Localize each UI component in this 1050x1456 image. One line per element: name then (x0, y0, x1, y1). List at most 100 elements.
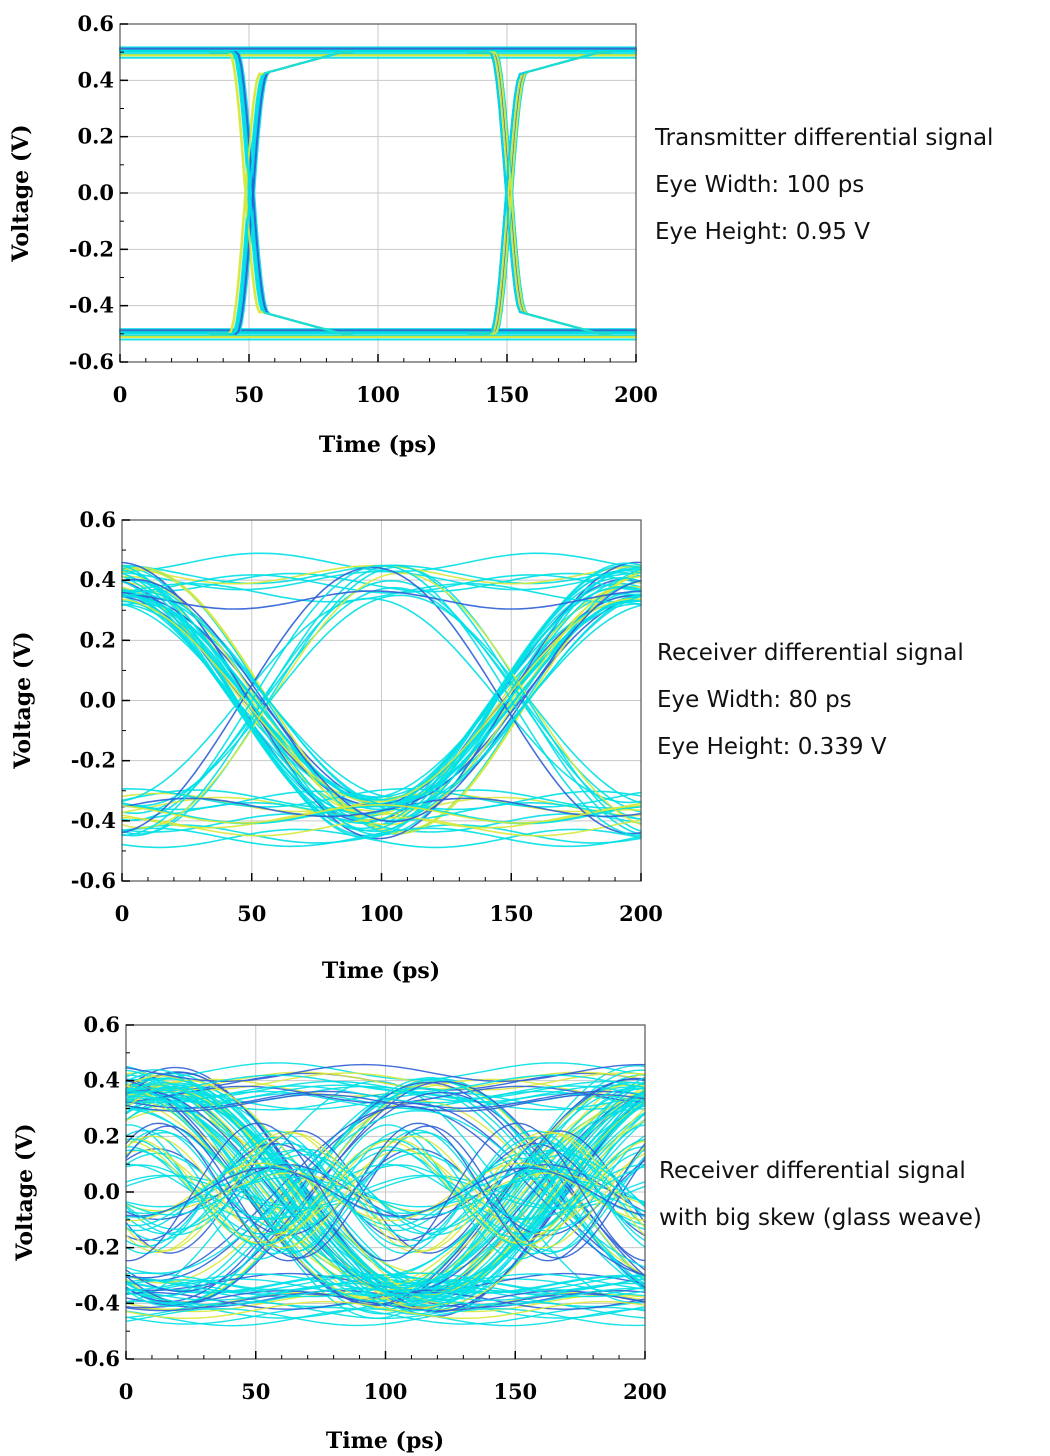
eye-diagram-transmitter: 0 50 100 150 200 0.6 0.4 0.2 0.0 -0.2 -0.4 -0.6 Time… (8, 11, 658, 458)
y-tick-label: 0.6 (83, 1012, 120, 1037)
skew-trace (125, 1167, 646, 1217)
skew-trace (125, 1129, 646, 1255)
eye-traces (121, 552, 642, 849)
chart-panel-receiver: 0 50 100 150 200 0.6 0.4 0.2 0.0 -0.2 -0.4 -0.6 Time… (0, 490, 1050, 1000)
eye-trace (121, 797, 642, 818)
y-tick-label: 0.0 (79, 688, 116, 713)
eye-trace (125, 1085, 646, 1104)
y-tick-label: -0.4 (75, 1290, 120, 1315)
annotation-skew: with big skew (glass weave) (659, 1205, 982, 1231)
eye-trace (125, 1308, 646, 1327)
y-tick-label: 0.2 (77, 124, 114, 149)
y-tick-label: -0.6 (71, 868, 116, 893)
x-tick-label: 150 (489, 901, 533, 926)
skew-trace (125, 1164, 646, 1220)
x-tick-label: 150 (485, 382, 529, 407)
grid-lines (119, 23, 637, 363)
eye-trace (121, 566, 642, 835)
x-tick-label: 0 (115, 901, 130, 926)
annotation-block-transmitter: Transmitter differential signal Eye Widt… (655, 115, 993, 256)
eye-trace (125, 1071, 646, 1090)
y-tick-label: 0.6 (77, 11, 114, 36)
axes: 0 50 100 150 200 0.6 0.4 0.2 0.0 -0.2 -0.4 -0.6 Time… (10, 507, 663, 984)
eye-trace (121, 575, 642, 826)
y-tick-label: -0.4 (71, 808, 116, 833)
eye-trace (121, 603, 642, 798)
eye-trace (121, 597, 642, 804)
y-tick-label: -0.6 (75, 1346, 120, 1371)
x-tick-label: 150 (493, 1379, 537, 1404)
eye-trace (125, 1308, 646, 1327)
annotation-eye-height: Eye Height: 0.339 V (657, 734, 887, 760)
chart-panel-receiver-skew: 0 50 100 150 200 0.6 0.4 0.2 0.0 -0.2 -0.4 -0.6 Time… (0, 1005, 1050, 1456)
eye-trace (121, 572, 642, 829)
eye-trace (121, 582, 642, 603)
eye-trace (125, 1074, 646, 1093)
annotation-title: Receiver differential signal (657, 640, 964, 666)
skew-trace (125, 1124, 646, 1260)
x-tick-label: 0 (119, 1379, 134, 1404)
falling-edge-trace (209, 51, 354, 335)
x-tick-label: 200 (623, 1379, 667, 1404)
y-axis-title: Voltage (V) (12, 1123, 38, 1261)
y-tick-label: 0.2 (83, 1123, 120, 1148)
x-tick-label: 50 (241, 1379, 270, 1404)
rising-edge-trace (209, 51, 354, 335)
eye-trace (125, 1065, 646, 1319)
axes: 0 50 100 150 200 0.6 0.4 0.2 0.0 -0.2 -0.4 -0.6 Time… (12, 1012, 667, 1454)
y-axis-title: Voltage (V) (10, 631, 36, 769)
x-axis-title: Time (ps) (319, 432, 437, 458)
y-tick-label: 0.4 (77, 67, 114, 92)
skew-trace (125, 1168, 646, 1216)
eye-trace (121, 594, 642, 807)
annotation-block-receiver-skew: Receiver differential signal with big sk… (659, 1148, 982, 1242)
annotation-title: Receiver differential signal (659, 1158, 966, 1184)
eye-trace (121, 577, 642, 824)
axes: 0 50 100 150 200 0.6 0.4 0.2 0.0 -0.2 -0.4 -0.6 Time… (8, 11, 658, 458)
eye-trace (121, 816, 642, 837)
eye-trace (121, 574, 642, 594)
eye-trace (121, 598, 642, 803)
annotation-title: Transmitter differential signal (655, 125, 994, 151)
eye-trace (125, 1300, 646, 1319)
eye-trace (125, 1110, 646, 1274)
eye-traces (125, 1062, 646, 1327)
eye-trace (125, 1095, 646, 1289)
eye-trace (125, 1087, 646, 1297)
eye-trace (121, 828, 642, 849)
eye-trace (121, 568, 642, 833)
x-tick-label: 50 (234, 382, 263, 407)
skew-trace (125, 1138, 646, 1246)
eye-trace (121, 600, 642, 801)
eye-diagram-receiver-skew: 0 50 100 150 200 0.6 0.4 0.2 0.0 -0.2 -0.4 -0.6 Time… (12, 1012, 667, 1454)
eye-trace (125, 1072, 646, 1091)
annotation-eye-width: Eye Width: 100 ps (655, 172, 865, 198)
x-tick-label: 100 (356, 382, 400, 407)
eye-trace (121, 827, 642, 848)
eye-trace (125, 1077, 646, 1307)
falling-edge-trace (467, 51, 612, 335)
eye-trace (121, 552, 642, 573)
eye-trace (121, 788, 642, 808)
skew-trace (125, 1138, 646, 1246)
y-tick-label: 0.0 (83, 1179, 120, 1204)
eye-trace (125, 1306, 646, 1325)
eye-trace (121, 564, 642, 837)
eye-diagram-receiver: 0 50 100 150 200 0.6 0.4 0.2 0.0 -0.2 -0.4 -0.6 Time… (10, 507, 663, 984)
eye-trace (125, 1087, 646, 1297)
y-tick-label: 0.4 (83, 1068, 120, 1093)
y-tick-label: 0.4 (79, 567, 116, 592)
eye-trace (125, 1078, 646, 1306)
rising-edge-trace (467, 51, 612, 335)
eye-trace (121, 570, 642, 591)
y-tick-label: -0.2 (69, 236, 114, 261)
skew-trace (125, 1130, 646, 1254)
eye-trace (125, 1287, 646, 1306)
y-axis-title: Voltage (V) (8, 124, 34, 262)
y-tick-label: -0.2 (71, 748, 116, 773)
y-tick-label: 0.2 (79, 627, 116, 652)
annotation-eye-height: Eye Height: 0.95 V (655, 219, 870, 245)
x-axis-title: Time (ps) (322, 958, 440, 984)
eye-trace (125, 1087, 646, 1297)
skew-trace (125, 1122, 646, 1262)
